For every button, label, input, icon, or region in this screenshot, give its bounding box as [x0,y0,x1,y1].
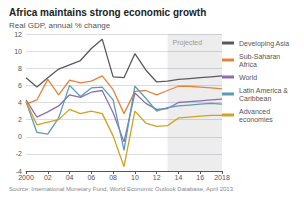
svg-text:2: 2 [18,116,22,123]
svg-text:12: 12 [153,174,161,181]
svg-text:-4: -4 [15,167,22,175]
svg-text:Developing Asia: Developing Asia [239,40,289,48]
svg-text:8: 8 [18,65,22,72]
svg-text:02: 02 [44,174,52,181]
svg-text:Sub-Saharan: Sub-Saharan [239,53,282,60]
svg-text:4: 4 [18,99,22,106]
svg-text:Africa maintains strong econom: Africa maintains strong economic growth [9,7,206,18]
svg-text:Projected: Projected [173,39,203,47]
svg-text:06: 06 [87,174,95,181]
svg-text:6: 6 [18,82,22,89]
svg-text:Source: International Monetary: Source: International Monetary Fund, Wor… [9,186,234,192]
svg-text:04: 04 [66,174,74,181]
svg-text:12: 12 [14,31,22,38]
svg-text:16: 16 [196,174,204,181]
svg-text:0: 0 [18,133,22,140]
svg-text:10: 10 [131,174,139,181]
svg-text:economies: economies [239,116,273,123]
svg-text:Caribbean: Caribbean [239,95,271,102]
svg-text:2000: 2000 [18,174,34,181]
svg-text:Latin America &: Latin America & [239,87,290,94]
svg-text:World: World [239,74,257,81]
svg-text:Advanced: Advanced [239,108,272,115]
svg-text:Africa: Africa [239,61,257,68]
svg-text:10: 10 [14,48,22,55]
svg-text:08: 08 [109,174,117,181]
svg-text:2018: 2018 [214,174,230,181]
svg-text:-2: -2 [16,150,22,157]
svg-text:Real GDP, annual % change: Real GDP, annual % change [9,21,111,30]
svg-text:14: 14 [175,174,183,181]
